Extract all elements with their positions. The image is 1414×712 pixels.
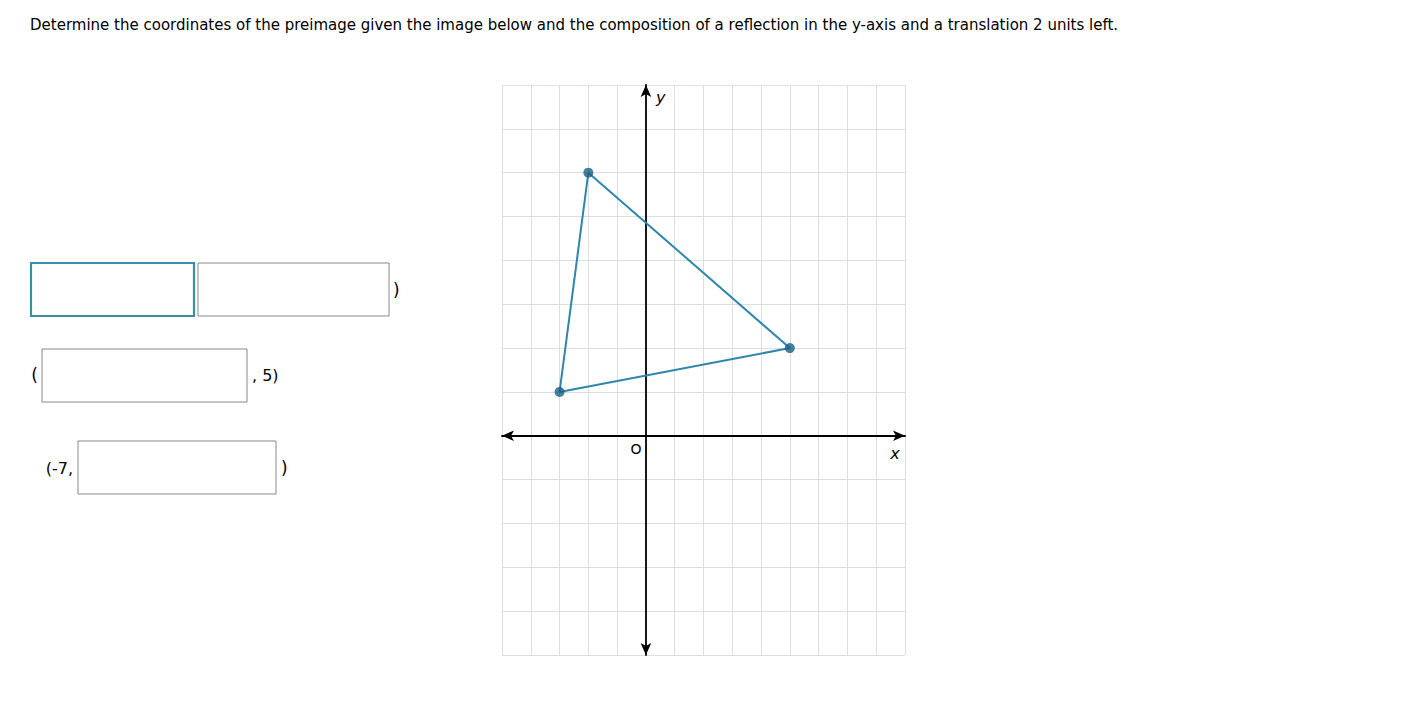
svg-text:): ) [393, 280, 400, 300]
svg-text:(: ( [31, 365, 38, 385]
svg-text:(-7,: (-7, [46, 459, 73, 478]
svg-text:, 5): , 5) [252, 366, 279, 385]
svg-text:x: x [889, 444, 900, 463]
svg-text:): ) [281, 458, 288, 478]
svg-text:y: y [655, 88, 666, 107]
svg-text:Determine the coordinates of t: Determine the coordinates of the preimag… [30, 16, 1118, 34]
svg-text:O: O [630, 441, 641, 457]
